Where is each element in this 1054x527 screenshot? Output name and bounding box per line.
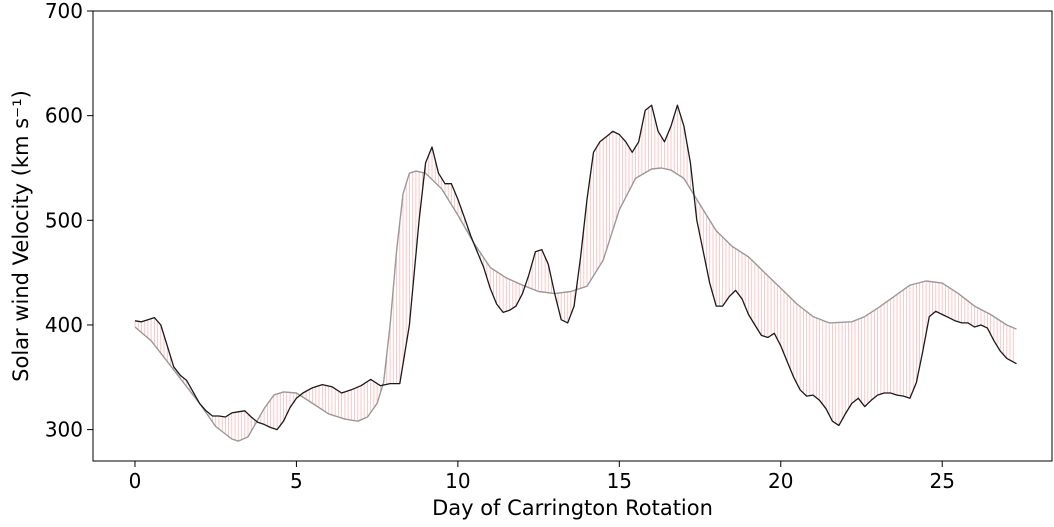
series-lines	[134, 104, 1017, 442]
model-velocity-line	[134, 167, 1017, 442]
y-axis-ticks: 300 400 500 600 700	[45, 0, 93, 442]
y-tick-label: 500	[45, 208, 83, 232]
x-axis-ticks: 0 5 10 15 20 25	[129, 461, 955, 493]
y-tick-label: 700	[45, 0, 83, 23]
x-tick-label: 25	[929, 469, 954, 493]
x-tick-label: 15	[607, 469, 632, 493]
x-tick-label: 5	[290, 469, 303, 493]
observed-velocity-line	[134, 104, 1017, 431]
x-axis-title: Day of Carrington Rotation	[432, 496, 713, 520]
x-tick-label: 10	[445, 469, 470, 493]
y-tick-label: 400	[45, 313, 83, 337]
y-axis-title: Solar wind Velocity (km s⁻¹)	[9, 90, 33, 382]
plot-frame	[92, 10, 1053, 462]
y-tick-label: 300	[45, 418, 83, 442]
y-tick-label: 600	[45, 104, 83, 128]
x-tick-label: 0	[129, 469, 142, 493]
x-tick-label: 20	[768, 469, 793, 493]
mapping-lines	[134, 105, 1014, 442]
